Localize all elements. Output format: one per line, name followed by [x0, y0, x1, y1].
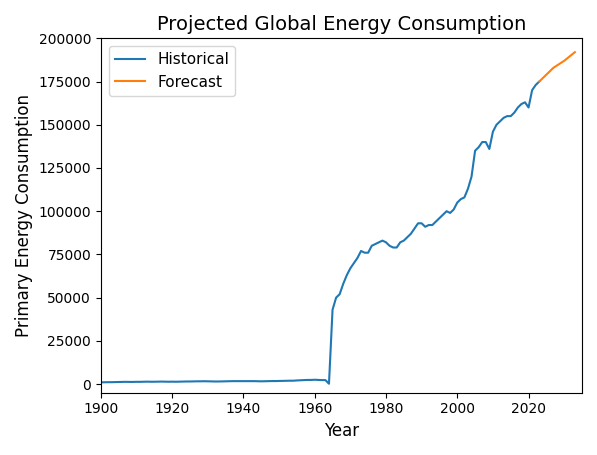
X-axis label: Year: Year	[324, 422, 359, 440]
Historical	[126, 379, 133, 384]
Historical	[179, 379, 186, 384]
Forecast	[543, 72, 550, 77]
Historical	[354, 255, 361, 261]
Forecast	[571, 50, 578, 55]
Title: Projected Global Energy Consumption: Projected Global Energy Consumption	[157, 15, 526, 34]
Historical	[101, 379, 108, 385]
Historical	[290, 378, 297, 384]
Line: Forecast: Forecast	[539, 52, 575, 81]
Line: Historical: Historical	[101, 81, 539, 384]
Y-axis label: Primary Energy Consumption: Primary Energy Consumption	[15, 94, 33, 337]
Historical	[536, 79, 543, 84]
Forecast	[536, 79, 543, 84]
Historical	[325, 381, 333, 386]
Historical	[97, 379, 104, 385]
Forecast	[550, 65, 557, 71]
Forecast	[561, 58, 568, 64]
Legend: Historical, Forecast: Historical, Forecast	[109, 46, 235, 96]
Historical	[226, 379, 233, 384]
